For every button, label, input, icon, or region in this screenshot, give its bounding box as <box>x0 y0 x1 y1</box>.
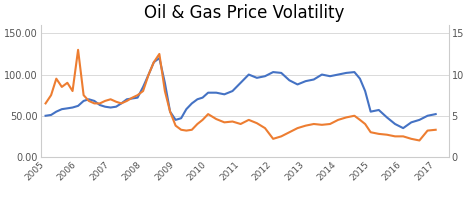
WTI $/BLL <box>135 96 140 99</box>
Henry Hub $/MBTU <box>75 49 81 51</box>
WTI $/BLL <box>271 71 276 73</box>
WTI $/BLL <box>433 113 439 115</box>
Henry Hub $/MBTU <box>433 128 439 131</box>
Henry Hub $/MBTU <box>151 61 157 63</box>
WTI $/BLL <box>124 98 130 100</box>
Henry Hub $/MBTU <box>140 90 146 92</box>
WTI $/BLL <box>97 104 102 106</box>
Henry Hub $/MBTU <box>43 102 48 105</box>
Title: Oil & Gas Price Volatility: Oil & Gas Price Volatility <box>145 4 345 22</box>
Henry Hub $/MBTU <box>417 139 422 142</box>
Henry Hub $/MBTU <box>156 53 162 55</box>
WTI $/BLL <box>43 114 48 117</box>
WTI $/BLL <box>151 61 157 63</box>
WTI $/BLL <box>146 73 152 76</box>
Henry Hub $/MBTU <box>102 100 108 102</box>
Henry Hub $/MBTU <box>271 138 276 140</box>
Henry Hub $/MBTU <box>130 96 135 99</box>
Line: WTI $/BLL: WTI $/BLL <box>45 58 436 128</box>
WTI $/BLL <box>156 57 162 59</box>
WTI $/BLL <box>400 127 406 129</box>
Line: Henry Hub $/MBTU: Henry Hub $/MBTU <box>45 50 436 140</box>
